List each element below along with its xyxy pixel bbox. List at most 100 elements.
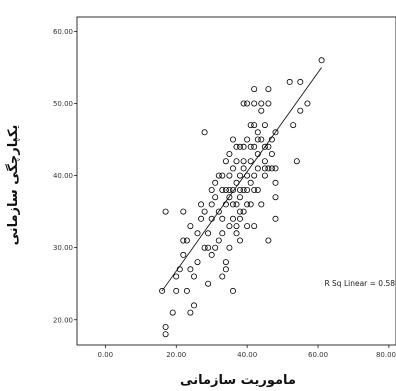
- data-point: [194, 259, 201, 266]
- data-point: [226, 223, 233, 230]
- data-point: [251, 172, 258, 179]
- data-point: [183, 287, 190, 294]
- data-point: [272, 129, 279, 136]
- data-point: [268, 150, 275, 157]
- data-point: [236, 143, 243, 150]
- data-point: [229, 215, 236, 222]
- data-point: [265, 143, 272, 150]
- data-point: [236, 215, 243, 222]
- data-point: [162, 331, 169, 338]
- data-point: [162, 323, 169, 330]
- data-point: [272, 194, 279, 201]
- data-point: [208, 186, 215, 193]
- data-point: [201, 244, 208, 251]
- data-point: [258, 100, 265, 107]
- data-point: [286, 78, 293, 85]
- data-point: [261, 158, 268, 165]
- data-point: [258, 107, 265, 114]
- data-point: [236, 172, 243, 179]
- x-tick-label: 40.00: [237, 351, 257, 359]
- data-point: [212, 194, 219, 201]
- data-point: [265, 165, 272, 172]
- data-point: [226, 186, 233, 193]
- data-point: [240, 208, 247, 215]
- data-point: [190, 302, 197, 309]
- data-point: [219, 230, 226, 237]
- data-point: [236, 208, 243, 215]
- data-point: [226, 244, 233, 251]
- data-point: [251, 186, 258, 193]
- data-point: [205, 244, 212, 251]
- data-point: [297, 107, 304, 114]
- y-tick-label: 20.00: [53, 316, 73, 324]
- data-point: [254, 165, 261, 172]
- y-axis-title: یکپارچگی سازمانی: [5, 125, 21, 246]
- data-point: [173, 287, 180, 294]
- data-point: [187, 266, 194, 273]
- y-tick-label: 40.00: [53, 172, 73, 180]
- data-point: [240, 158, 247, 165]
- data-point: [244, 223, 251, 230]
- data-point: [198, 201, 205, 208]
- data-point: [272, 165, 279, 172]
- data-point: [233, 143, 240, 150]
- data-point: [240, 143, 247, 150]
- data-point: [212, 244, 219, 251]
- data-point: [219, 273, 226, 280]
- data-point: [236, 237, 243, 244]
- data-point: [240, 165, 247, 172]
- x-tick-label: 20.00: [166, 351, 186, 359]
- data-point: [244, 100, 251, 107]
- data-point: [180, 208, 187, 215]
- data-point: [251, 100, 258, 107]
- data-point: [180, 237, 187, 244]
- data-point: [265, 86, 272, 93]
- data-point: [215, 172, 222, 179]
- data-point: [222, 266, 229, 273]
- data-point: [297, 78, 304, 85]
- data-point: [215, 237, 222, 244]
- data-point: [258, 136, 265, 143]
- data-point: [201, 129, 208, 136]
- data-point: [222, 186, 229, 193]
- data-point: [229, 287, 236, 294]
- data-point: [198, 215, 205, 222]
- data-point: [265, 237, 272, 244]
- data-point: [254, 136, 261, 143]
- data-point: [159, 287, 166, 294]
- data-point: [247, 158, 254, 165]
- data-point: [254, 129, 261, 136]
- data-point: [208, 251, 215, 258]
- data-point: [222, 259, 229, 266]
- data-point: [233, 230, 240, 237]
- data-point: [247, 143, 254, 150]
- data-point: [244, 186, 251, 193]
- data-point: [215, 208, 222, 215]
- y-tick-label: 30.00: [53, 244, 73, 252]
- data-point: [251, 223, 258, 230]
- data-point: [229, 165, 236, 172]
- data-point: [229, 186, 236, 193]
- data-point: [205, 230, 212, 237]
- data-point: [247, 179, 254, 186]
- data-point: [236, 186, 243, 193]
- data-point: [261, 172, 268, 179]
- data-point: [187, 223, 194, 230]
- data-point: [219, 215, 226, 222]
- x-tick-label: 80.00: [376, 351, 396, 359]
- data-point: [233, 201, 240, 208]
- data-point: [201, 208, 208, 215]
- data-point: [258, 201, 265, 208]
- data-point: [233, 223, 240, 230]
- data-point: [190, 273, 197, 280]
- data-point: [226, 172, 233, 179]
- point-group: [159, 57, 325, 338]
- data-point: [162, 208, 169, 215]
- tick-group: 20.00 30.00 40.00 50.00 60.00 0.00 20.00 40.00 6…: [53, 28, 396, 359]
- data-point: [272, 179, 279, 186]
- data-point: [236, 194, 243, 201]
- data-point: [194, 230, 201, 237]
- data-point: [233, 158, 240, 165]
- data-point: [244, 201, 251, 208]
